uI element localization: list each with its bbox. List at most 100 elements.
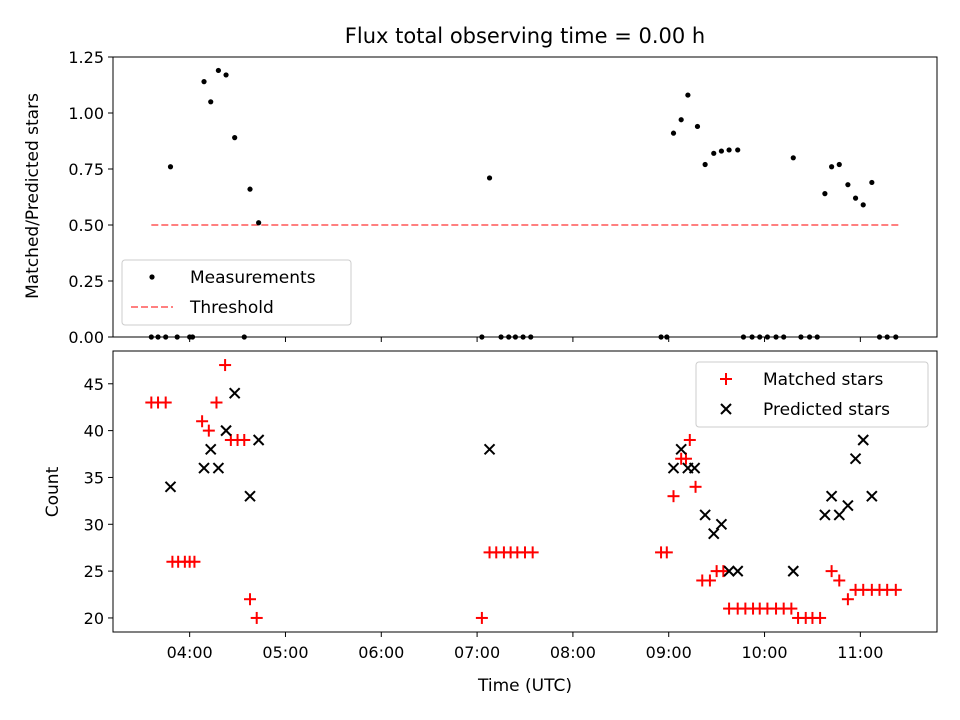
measurement-point	[726, 147, 732, 153]
matched-star-point	[785, 602, 798, 615]
matched-star-point	[833, 574, 846, 587]
bottom-axes-frame	[112, 350, 938, 633]
legend-threshold-label: Threshold	[189, 298, 274, 318]
matched-star-point	[219, 359, 232, 372]
matched-star-point	[475, 611, 488, 624]
bottom-x-ticks: 04:00 05:00 06:00 07:00 08:00 09:00 10:00 11:00	[167, 632, 883, 662]
predicted-star-point	[715, 518, 728, 530]
matched-star-point	[196, 415, 209, 428]
measurement-point	[685, 92, 691, 98]
chart-title: Flux total observing time = 0.00 h	[345, 24, 705, 48]
measurement-point	[208, 99, 214, 105]
predicted-star-point	[708, 527, 720, 540]
legend-predicted-label: Predicted stars	[763, 400, 890, 420]
measurement-point	[852, 195, 859, 201]
matched-star-point	[717, 565, 730, 578]
predicted-star-point	[723, 565, 735, 577]
matched-star-point	[825, 565, 838, 578]
measurement-point	[711, 150, 717, 156]
x-tick-label: 05:00	[262, 643, 308, 662]
y-tick-label: 45	[84, 375, 104, 394]
measurement-point	[223, 72, 229, 78]
measurement-point	[694, 123, 701, 130]
predicted-star-point	[212, 462, 225, 474]
measurement-point	[718, 148, 725, 154]
matched-star-point	[660, 546, 673, 559]
matched-star-point	[244, 593, 257, 606]
predicted-star-point	[228, 387, 241, 399]
legend-matched-label: Matched stars	[763, 370, 883, 390]
measurement-point	[829, 164, 835, 170]
top-legend: Measurements Threshold	[121, 259, 352, 326]
bottom-y-axis-label: Count	[43, 466, 63, 517]
matched-star-point	[159, 396, 172, 409]
y-tick-label: 1.25	[68, 48, 104, 67]
x-tick-label: 06:00	[358, 643, 404, 662]
measurement-point	[486, 175, 493, 181]
predicted-star-point	[866, 490, 878, 502]
top-y-axis-label: Matched/Predicted stars	[23, 93, 43, 299]
measurement-point	[735, 147, 741, 153]
legend-measurements-label: Measurements	[190, 268, 316, 288]
x-tick-label: 10:00	[741, 643, 787, 662]
matched-star-point	[526, 546, 539, 559]
matched-star-point	[250, 611, 263, 624]
y-tick-label: 0.75	[68, 160, 104, 179]
measurement-point	[869, 179, 875, 186]
x-tick-label: 04:00	[167, 643, 213, 662]
measurement-point	[670, 130, 677, 136]
predicted-star-point	[857, 434, 869, 446]
predicted-star-point	[675, 443, 687, 456]
predicted-star-point	[244, 490, 256, 502]
bottom-plot-area	[145, 359, 902, 624]
x-tick-label: 08:00	[550, 643, 596, 662]
top-x-ticks	[189, 337, 861, 342]
measurement-point	[232, 135, 238, 141]
measurement-point	[836, 161, 842, 168]
predicted-star-point	[483, 443, 496, 456]
matched-star-point	[202, 424, 215, 437]
measurement-point	[256, 220, 262, 226]
matched-star-point	[210, 396, 223, 409]
measurement-point	[702, 161, 708, 168]
bottom-x-axis-label: Time (UTC)	[477, 676, 572, 696]
matched-star-point	[238, 433, 251, 446]
measurement-point	[678, 117, 684, 123]
legend-measurements-marker	[149, 274, 155, 280]
measurement-point	[167, 164, 174, 170]
measurement-point	[845, 182, 851, 188]
measurement-point	[790, 155, 796, 161]
predicted-star-point	[699, 509, 711, 521]
matched-star-point	[683, 433, 696, 446]
top-y-ticks: 0.00 0.25 0.50 0.75 1.00 1.25	[68, 48, 113, 347]
matched-star-point	[841, 593, 854, 606]
matched-star-point	[814, 611, 827, 624]
measurement-point	[247, 186, 253, 192]
matched-star-point	[889, 583, 902, 596]
predicted-star-point	[842, 499, 854, 512]
predicted-star-point	[688, 462, 701, 474]
measurement-point	[201, 79, 207, 85]
top-plot-area	[148, 67, 899, 340]
x-tick-label: 11:00	[837, 643, 883, 662]
legend-predicted-marker	[720, 403, 732, 415]
predicted-star-point	[731, 565, 744, 577]
matched-star-point	[703, 574, 716, 587]
matched-star-point	[188, 555, 201, 568]
predicted-star-point	[833, 509, 845, 521]
measurement-point	[860, 202, 866, 208]
y-tick-label: 0.25	[68, 272, 104, 291]
bottom-legend-box	[695, 361, 929, 428]
matched-star-point	[679, 452, 692, 465]
legend-matched-marker	[720, 373, 732, 385]
y-tick-label: 30	[84, 515, 104, 534]
predicted-star-point	[198, 462, 210, 474]
matched-star-point	[667, 490, 680, 503]
y-tick-label: 35	[84, 468, 104, 487]
y-tick-label: 25	[84, 562, 104, 581]
matched-star-point	[689, 480, 702, 493]
top-legend-box	[121, 259, 352, 326]
y-tick-label: 0.00	[68, 328, 104, 347]
y-tick-label: 40	[84, 422, 104, 441]
y-tick-label: 1.00	[68, 104, 104, 123]
